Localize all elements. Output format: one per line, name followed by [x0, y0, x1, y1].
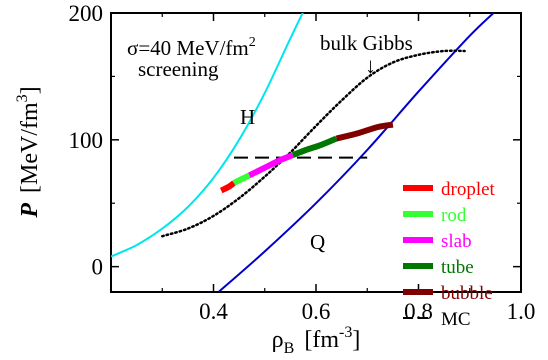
- h-curve-label: H: [240, 105, 255, 129]
- bulk-gibbs-annotation: bulk Gibbs: [320, 31, 413, 55]
- y-tick-label: 200: [69, 1, 104, 26]
- y-axis-label-exp: 3: [14, 94, 31, 102]
- x-tick-label: 0.4: [199, 299, 228, 324]
- x-axis-label: ρB [fm-3]: [272, 324, 361, 359]
- sigma-annotation: σ=40 MeV/fm2: [127, 35, 256, 60]
- down-arrow-icon: ↓: [365, 53, 376, 78]
- series-q: [217, 13, 496, 292]
- legend-label-mc: MC: [441, 309, 471, 330]
- series-layer: [111, 13, 496, 292]
- axis-ticks: 0.4 0.6 0.8 1.0 0 100 200: [69, 1, 536, 324]
- legend-label-bubble: bubble: [441, 283, 493, 304]
- y-axis-label: P [MeV/fm3]: [14, 86, 43, 218]
- series-tube: [291, 135, 338, 158]
- series-h: [111, 13, 304, 258]
- x-axis-label-main: ρ: [272, 327, 284, 353]
- y-axis-label-close: ]: [17, 86, 43, 94]
- legend-label-droplet: droplet: [441, 179, 496, 200]
- x-axis-label-exp: -3: [339, 324, 352, 341]
- sigma-exp: 2: [249, 35, 256, 50]
- legend-label-rod: rod: [441, 205, 467, 226]
- series-bulk-gibbs: [161, 49, 466, 238]
- legend-label-slab: slab: [441, 231, 472, 252]
- series-bubble: [335, 121, 394, 142]
- x-axis-label-close: ]: [352, 327, 360, 353]
- q-curve-label: Q: [310, 230, 325, 254]
- x-tick-label: 1.0: [507, 299, 536, 324]
- series-slab: [248, 152, 295, 179]
- series-droplet: [219, 180, 236, 194]
- x-tick-label: 0.6: [302, 299, 331, 324]
- x-axis-label-unit: [fm: [304, 327, 339, 353]
- y-tick-label: 0: [92, 255, 104, 280]
- sigma-text: σ=40 MeV/fm: [127, 36, 249, 60]
- x-axis-label-sub: B: [284, 340, 295, 357]
- x-tick-label: 0.8: [404, 299, 433, 324]
- screening-annotation: screening: [138, 57, 219, 81]
- y-axis-label-unit: [MeV/fm: [17, 102, 43, 193]
- y-tick-label: 100: [69, 128, 104, 153]
- legend: droplet rod slab tube bubble MC: [403, 179, 496, 330]
- series-rod: [232, 172, 251, 186]
- y-axis-label-main: P: [17, 203, 43, 219]
- legend-label-tube: tube: [441, 257, 474, 278]
